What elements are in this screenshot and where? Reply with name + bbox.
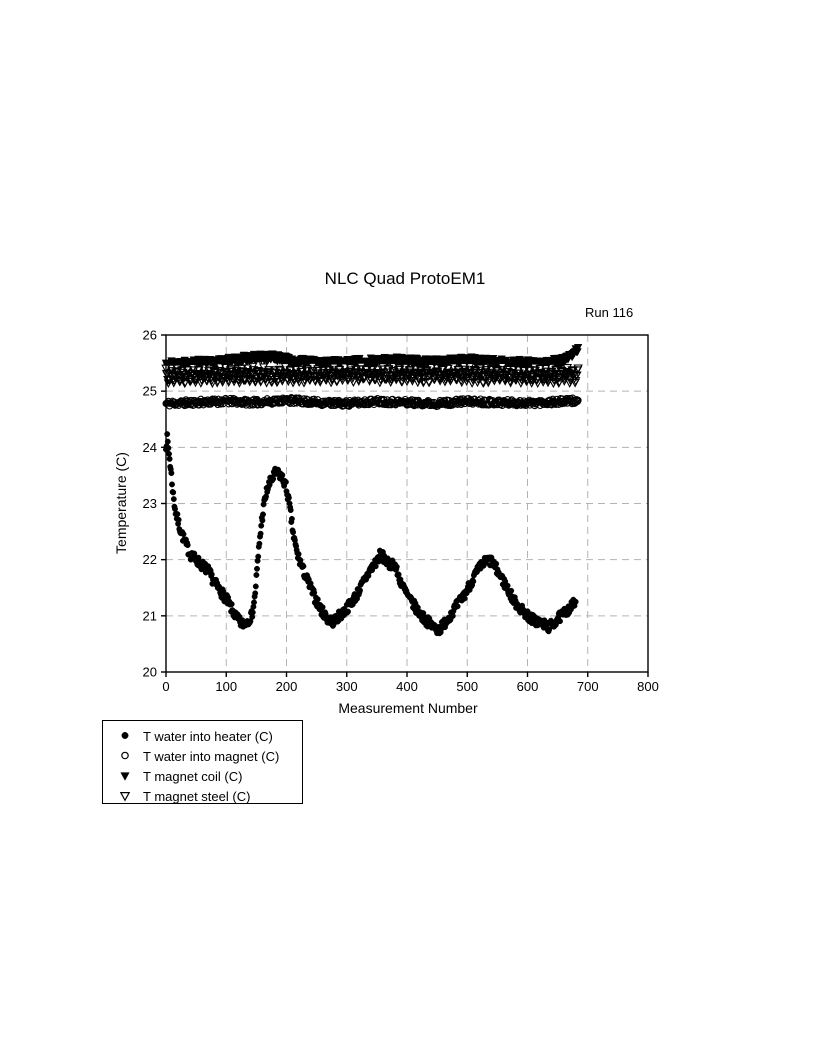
- y-tick-label: 21: [143, 608, 157, 623]
- chart-title: NLC Quad ProtoEM1: [324, 269, 486, 288]
- legend-label: T magnet steel (C): [143, 788, 251, 804]
- x-tick-label: 100: [215, 679, 237, 694]
- x-tick-label: 700: [577, 679, 599, 694]
- series-water-into-magnet-points: [162, 394, 582, 410]
- x-tick-label: 500: [456, 679, 478, 694]
- y-tick-label: 20: [143, 665, 157, 680]
- legend-label: T magnet coil (C): [143, 768, 243, 784]
- x-tick-label: 200: [276, 679, 298, 694]
- legend-item-water-into-magnet: T water into magnet (C): [115, 746, 302, 766]
- y-tick-label: 25: [143, 384, 157, 399]
- filled-triangle-down-icon: [115, 769, 135, 783]
- legend-label: T water into magnet (C): [143, 748, 280, 764]
- run-annotation: Run 116: [585, 305, 634, 320]
- filled-circle-icon: [115, 729, 135, 743]
- legend-label: T water into heater (C): [143, 728, 273, 744]
- series-water-into-heater-points: [163, 431, 579, 637]
- legend-item-water-into-heater: T water into heater (C): [115, 726, 302, 746]
- legend-item-magnet-coil: T magnet coil (C): [115, 766, 302, 786]
- series-magnet-steel-points: [161, 362, 583, 389]
- x-tick-label: 800: [637, 679, 659, 694]
- legend-item-magnet-steel: T magnet steel (C): [115, 786, 302, 806]
- x-axis-title: Measurement Number: [338, 700, 478, 716]
- x-tick-label: 300: [336, 679, 358, 694]
- legend-box: T water into heater (C) T water into mag…: [102, 720, 303, 804]
- y-tick-label: 23: [143, 496, 157, 511]
- x-tick-label: 0: [162, 679, 169, 694]
- x-tick-label: 600: [517, 679, 539, 694]
- y-tick-label: 26: [143, 328, 157, 343]
- open-circle-icon: [115, 749, 135, 763]
- y-tick-label: 24: [143, 440, 157, 455]
- y-tick-label: 22: [143, 552, 157, 567]
- x-tick-label: 400: [396, 679, 418, 694]
- open-triangle-down-icon: [115, 789, 135, 803]
